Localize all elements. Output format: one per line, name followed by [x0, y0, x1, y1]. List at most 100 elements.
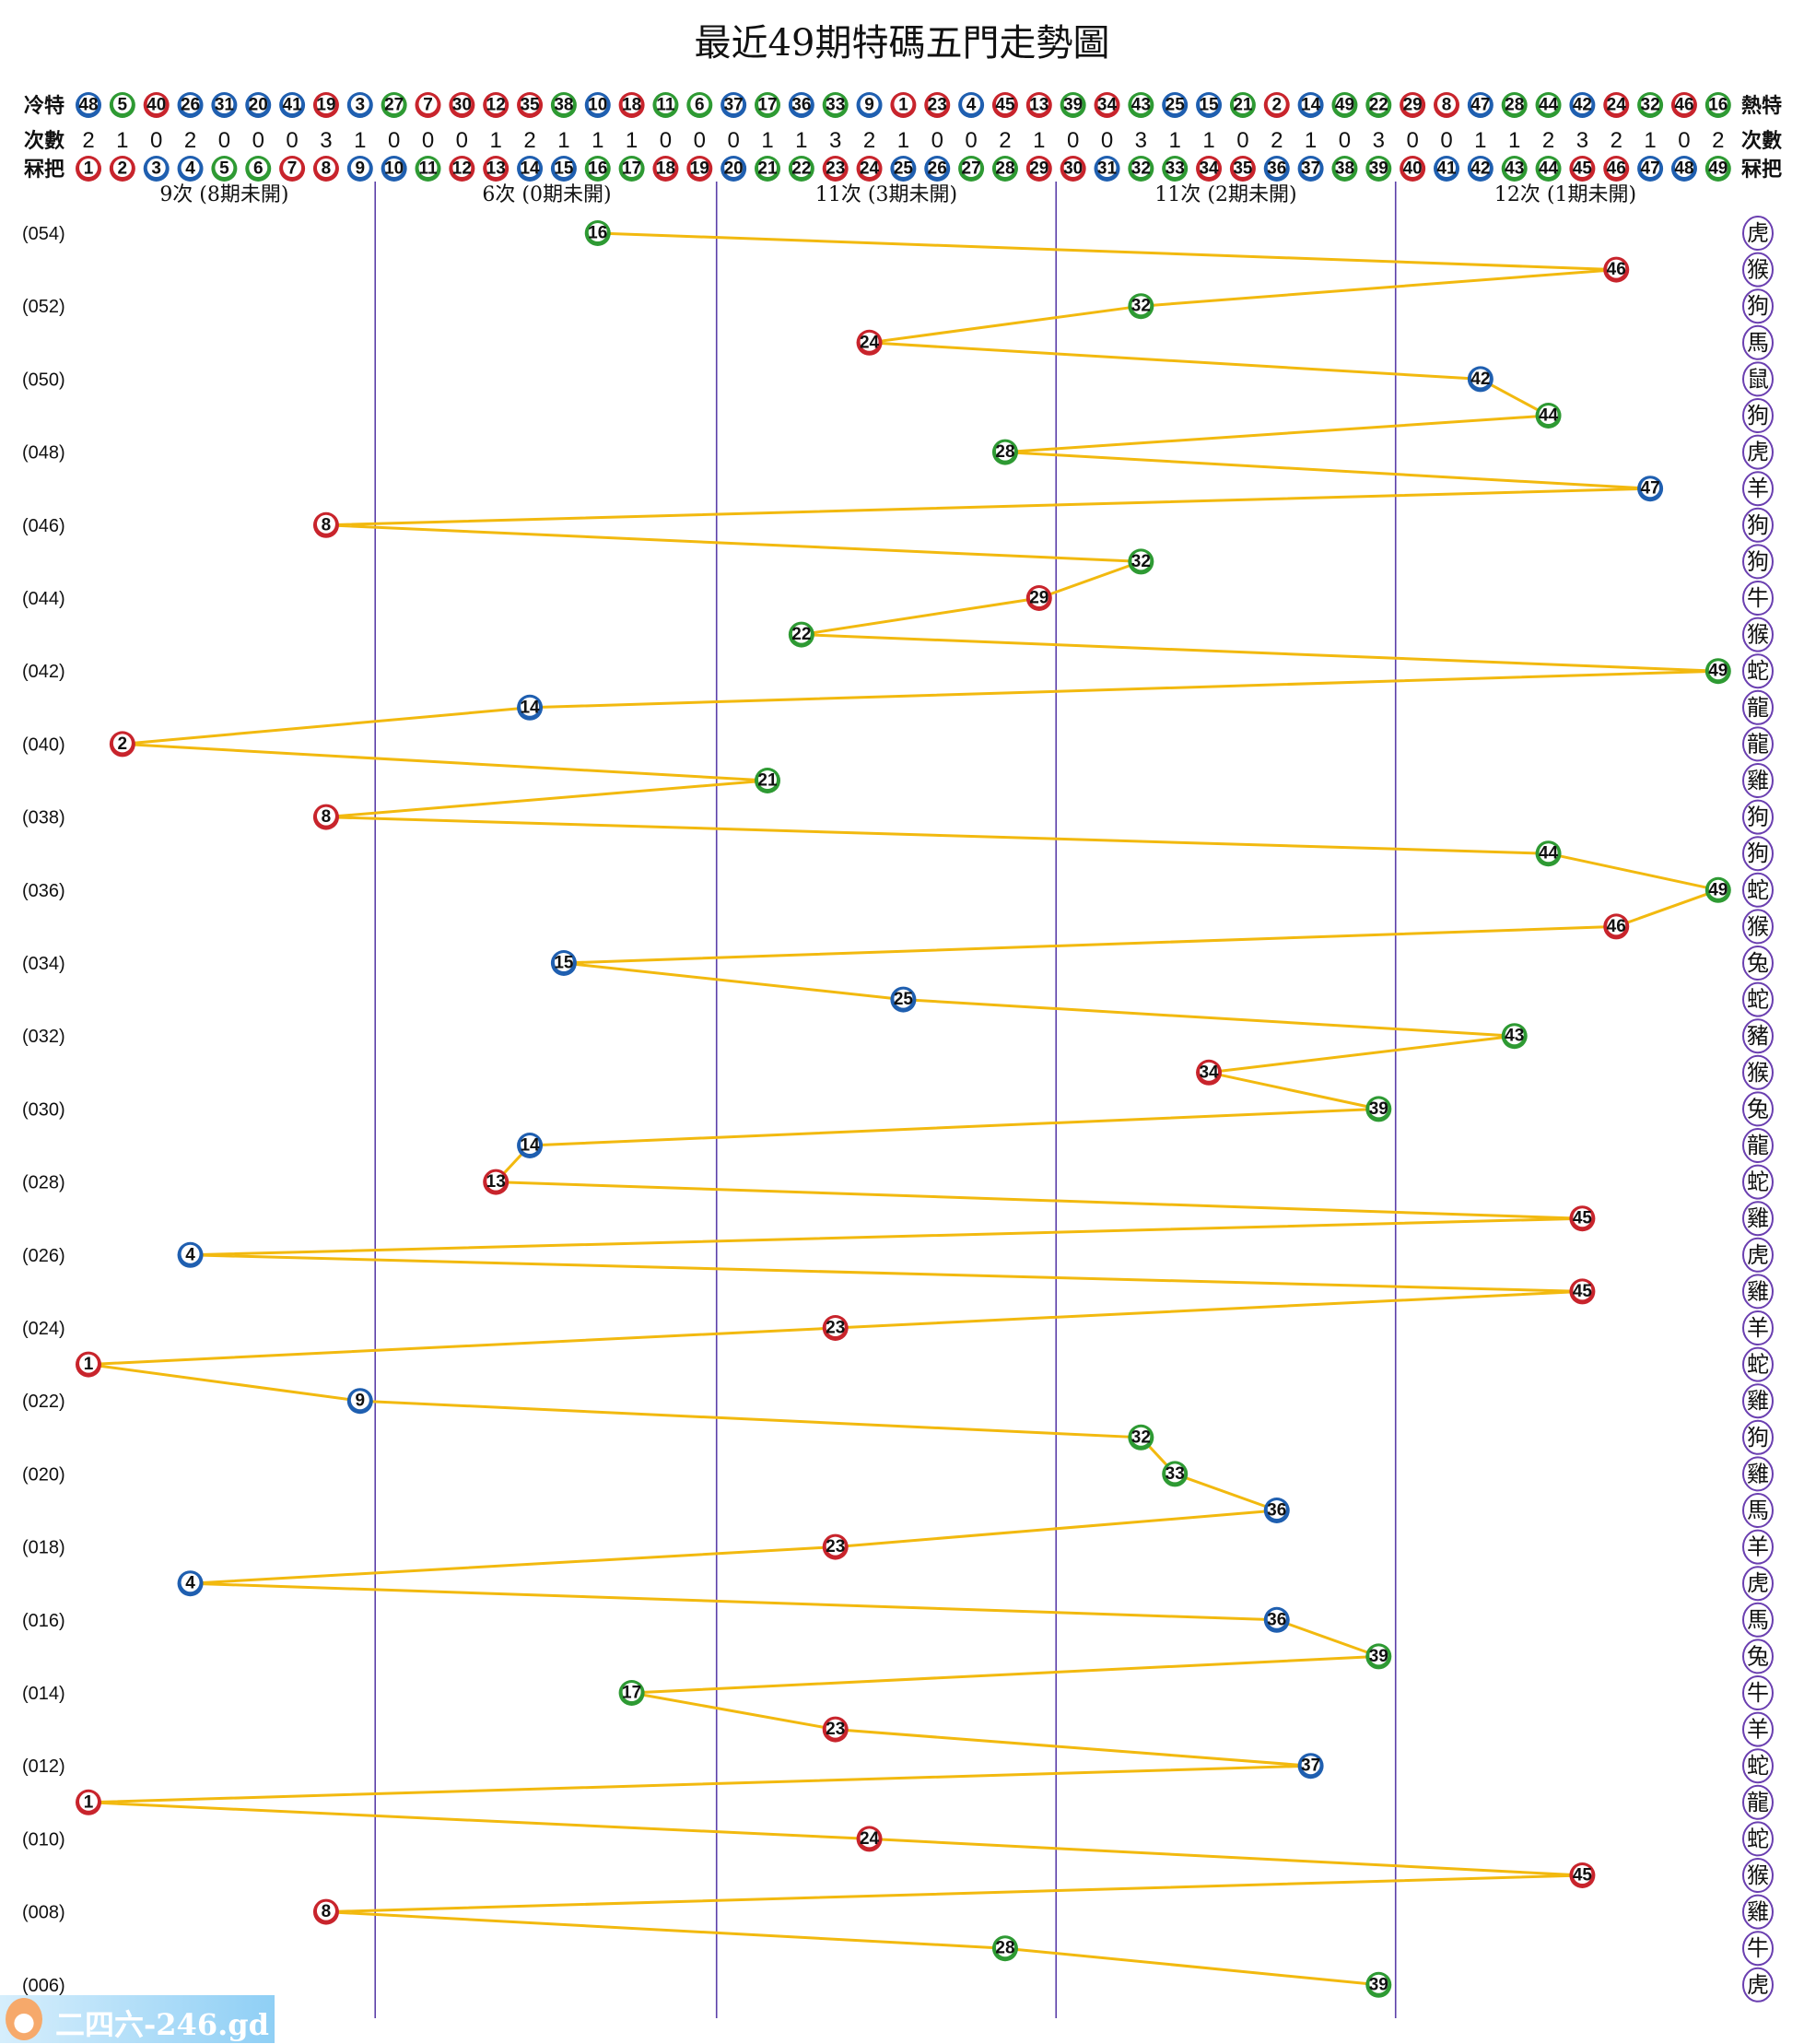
cold-hot-ball: 7	[415, 92, 441, 118]
cold-hot-ball: 23	[924, 92, 951, 118]
period-label: (052)	[22, 297, 65, 317]
zodiac-ring	[1742, 1639, 1774, 1674]
data-point: 29	[1025, 585, 1052, 611]
ball-number: 22	[1369, 96, 1388, 115]
period-label: (028)	[22, 1173, 65, 1193]
zodiac-ring	[1742, 471, 1774, 507]
zodiac-label: 羊	[1747, 476, 1769, 501]
count-value: 0	[660, 128, 672, 153]
ball-number: 36	[1267, 1501, 1286, 1521]
count-value: 1	[897, 128, 909, 153]
data-point: 49	[1704, 876, 1731, 903]
data-point: 39	[1365, 1096, 1392, 1122]
zodiac-ring	[1742, 361, 1774, 397]
number-ball: 5	[211, 156, 238, 182]
number-ball: 26	[924, 156, 951, 182]
ball-number: 46	[1674, 96, 1693, 115]
zodiac-label: 雞	[1747, 1388, 1769, 1414]
data-point: 37	[1297, 1753, 1324, 1780]
data-point: 21	[755, 768, 780, 793]
ball-number: 1	[84, 1355, 94, 1374]
data-point: 1	[76, 1351, 101, 1378]
zodiac-label: 兔	[1747, 1643, 1769, 1669]
zodiac-ring	[1742, 216, 1774, 251]
count-value: 1	[1305, 128, 1317, 153]
zodiac-ring	[1742, 836, 1774, 872]
ball-number: 27	[962, 159, 981, 179]
cold-hot-ball: 42	[1569, 92, 1596, 118]
ball-number: 5	[219, 159, 229, 179]
ball-number: 39	[1369, 1099, 1388, 1119]
zodiac-ring	[1742, 653, 1774, 689]
ball-number: 13	[486, 159, 506, 179]
zodiac-ring	[1742, 1128, 1774, 1163]
period-label: (032)	[22, 1027, 65, 1047]
number-ball: 18	[652, 156, 679, 182]
zodiac-label: 雞	[1747, 1205, 1769, 1231]
cold-hot-ball: 8	[1434, 92, 1459, 118]
period-label: (026)	[22, 1246, 65, 1266]
ball-number: 25	[894, 159, 914, 179]
ball-number: 16	[1708, 96, 1728, 115]
zodiac-ring	[1742, 1858, 1774, 1893]
ball-number: 18	[622, 96, 641, 115]
ball-number: 4	[185, 1245, 195, 1264]
zodiac-ring	[1742, 1821, 1774, 1857]
ball-number: 49	[1335, 96, 1354, 115]
zodiac-ring	[1742, 1383, 1774, 1419]
zodiac-label: 虎	[1747, 1570, 1769, 1596]
ball-number: 4	[185, 1574, 195, 1593]
count-value: 0	[1406, 128, 1418, 153]
cold-hot-ball: 38	[550, 92, 577, 118]
ball-number: 47	[1470, 96, 1490, 115]
data-point: 36	[1263, 1606, 1290, 1633]
balls-label: 冧把	[24, 158, 64, 181]
number-ball: 36	[1263, 156, 1290, 182]
ball-number: 1	[898, 96, 908, 115]
data-point: 2	[109, 731, 135, 758]
ball-number: 17	[622, 159, 641, 179]
segment-label: 11次 (2期未開)	[1154, 183, 1296, 206]
zodiac-label: 虎	[1747, 1972, 1769, 1998]
zodiac-ring	[1742, 799, 1774, 835]
number-ball: 15	[550, 156, 577, 182]
period-label: (044)	[22, 589, 65, 609]
count-value: 2	[1611, 128, 1622, 153]
ball-number: 28	[995, 442, 1014, 462]
number-ball: 42	[1467, 156, 1494, 182]
ball-number: 9	[356, 1392, 366, 1411]
zodiac-ring	[1742, 617, 1774, 652]
number-ball: 27	[958, 156, 985, 182]
count-value: 0	[422, 128, 434, 153]
ball-number: 24	[860, 1829, 880, 1849]
ball-number: 37	[724, 96, 744, 115]
zodiac-label: 豬	[1747, 1023, 1769, 1049]
cold-hot-ball: 1	[890, 92, 917, 118]
hot-label: 熱特	[1741, 94, 1782, 117]
number-ball: 11	[415, 156, 441, 182]
count-value: 1	[592, 128, 603, 153]
period-label: (036)	[22, 881, 65, 901]
number-ball: 44	[1535, 156, 1562, 182]
ball-number: 1	[84, 1792, 94, 1812]
count-value: 0	[1067, 128, 1079, 153]
ball-number: 14	[1301, 96, 1321, 115]
ball-number: 48	[1674, 159, 1693, 179]
cold-hot-ball: 18	[618, 92, 645, 118]
ball-number: 48	[78, 96, 98, 115]
ball-number: 36	[1267, 1610, 1286, 1629]
data-point: 4	[177, 1570, 204, 1597]
zodiac-ring	[1742, 398, 1774, 433]
cold-hot-ball: 16	[1704, 92, 1731, 118]
zodiac-ring	[1742, 1164, 1774, 1200]
ball-number: 15	[554, 159, 574, 179]
data-point: 49	[1704, 658, 1731, 685]
cold-hot-ball: 31	[211, 92, 238, 118]
cold-hot-ball: 9	[856, 92, 883, 118]
ball-number: 3	[356, 96, 366, 115]
period-label: (038)	[22, 808, 65, 828]
zodiac-label: 猴	[1747, 913, 1769, 939]
ball-number: 32	[1131, 297, 1151, 316]
ball-number: 38	[1335, 159, 1354, 179]
ball-number: 37	[1301, 1756, 1320, 1776]
